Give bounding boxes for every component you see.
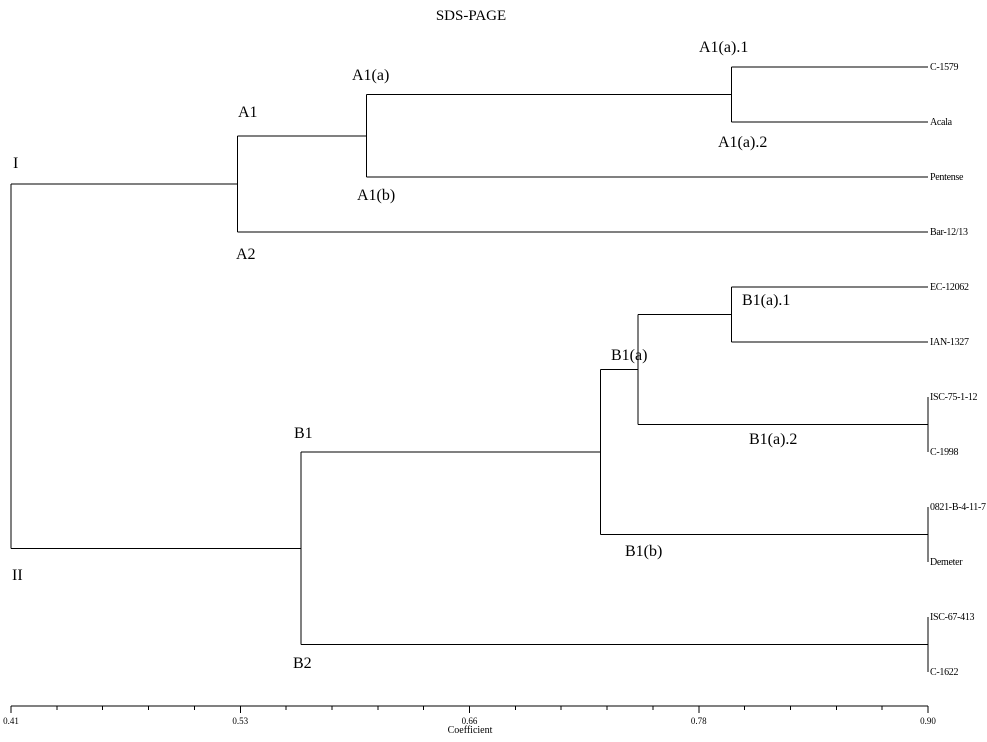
cluster-label: B1(b) [625,543,662,560]
leaf-label: Bar-12/13 [930,227,968,238]
cluster-label: B1 [294,425,313,442]
cluster-label: B1(a) [611,347,647,364]
cluster-label: A1(a) [352,67,389,84]
branches [10,66,929,672]
cluster-label: B1(a).2 [749,431,797,448]
cluster-label: B2 [293,655,312,672]
leaf-label: C-1622 [930,667,959,678]
cluster-labels: IIIA1A2A1(a)A1(b)A1(a).1A1(a).2B1B2B1(a)… [12,39,797,672]
axis-tick-label: 0.66 [462,716,478,726]
coefficient-axis: 0.41 0.53 0.66 0.78 0.90 [3,705,936,726]
leaf-label: EC-12062 [930,282,969,293]
leaf-label: 0821-B-4-11-7 [930,502,986,513]
cluster-label: B1(a).1 [742,292,790,309]
cluster-label: I [13,155,18,172]
leaf-label: C-1579 [930,62,959,73]
cluster-label: A1(b) [357,187,395,204]
leaf-label: ISC-67-413 [930,612,975,623]
cluster-label: A1(a).1 [699,39,748,56]
leaf-labels: C-1579 Acala Pentense Bar-12/13 EC-12062 IAN-… [930,62,986,678]
axis-tick-label: 0.78 [691,716,707,726]
leaf-label: ISC-75-1-12 [930,392,978,403]
cluster-label: A1(a).2 [718,134,767,151]
cluster-label: II [12,567,23,584]
leaf-label: IAN-1327 [930,337,969,348]
cluster-label: A2 [236,246,256,263]
axis-tick-label: 0.41 [3,716,19,726]
cluster-label: A1 [238,104,258,121]
axis-tick-label: 0.53 [232,716,248,726]
axis-title: Coefficient [448,725,493,736]
leaf-label: C-1998 [930,447,959,458]
chart-title: SDS-PAGE [436,8,506,24]
axis-tick-label: 0.90 [920,716,936,726]
leaf-label: Pentense [930,172,964,183]
leaf-label: Demeter [930,557,963,568]
leaf-label: Acala [930,117,953,128]
